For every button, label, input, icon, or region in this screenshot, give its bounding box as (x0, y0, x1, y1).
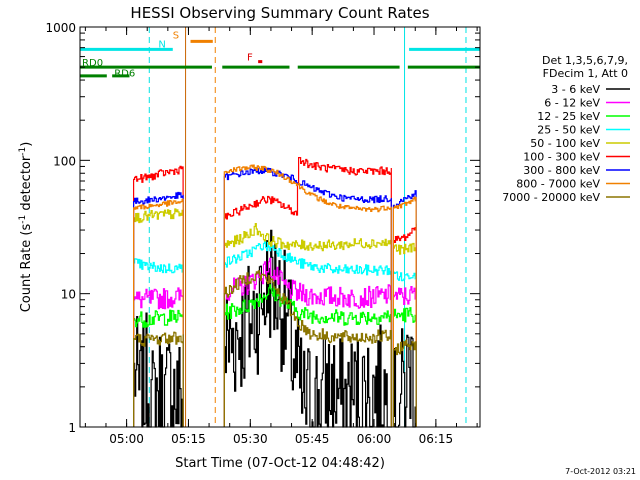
axes-group: 05:00 05:15 05:30 05:45 06:00 06:15 1 10 100 1000 (45, 21, 480, 446)
series-5-segment-2 (392, 223, 417, 427)
legend-header-0: Det 1,3,5,6,7,9, (542, 54, 628, 67)
flag-label-0: N (158, 40, 165, 51)
series-2-segment-2 (392, 307, 417, 427)
series-0-segment-0 (133, 312, 184, 428)
legend-label-7: 800 - 7000 keV (516, 178, 600, 191)
series-2-segment-0 (133, 309, 184, 427)
y-tick-label-2: 100 (53, 154, 76, 168)
series-5-segment-0 (133, 165, 184, 427)
series-7-segment-0 (133, 198, 184, 427)
chart-title: HESSI Observing Summary Count Rates (130, 4, 429, 22)
series-1-segment-2 (392, 285, 417, 427)
legend-label-3: 25 - 50 keV (537, 124, 600, 137)
series-6-segment-2 (392, 190, 417, 427)
series-4-segment-1 (223, 223, 392, 427)
flag-group: NS F RD0 RD6 (80, 30, 480, 80)
series-1-segment-0 (133, 287, 184, 427)
series-8-segment-2 (392, 339, 417, 427)
series-8 (133, 270, 417, 427)
x-tick-label-4: 06:00 (357, 432, 392, 446)
plot-frame (79, 26, 481, 428)
x-axis-label: Start Time (07-Oct-12 04:48:42) (175, 456, 385, 471)
series-6-segment-0 (133, 191, 184, 427)
y-tick-label-0: 1 (68, 421, 76, 435)
x-tick-label-2: 05:30 (233, 432, 268, 446)
flag-label-4: RD6 (114, 69, 135, 80)
legend-label-5: 100 - 300 keV (523, 151, 600, 164)
series-8-segment-0 (133, 331, 184, 427)
legend-label-0: 3 - 6 keV (551, 83, 600, 96)
legend-label-4: 50 - 100 keV (530, 137, 600, 150)
series-1 (133, 257, 417, 427)
x-tick-label-3: 05:45 (295, 432, 330, 446)
flag-label-3: RD0 (82, 58, 103, 69)
series-4 (133, 208, 417, 427)
flag-label-2: F (247, 53, 253, 64)
series-3 (133, 241, 417, 427)
legend-label-1: 6 - 12 keV (544, 97, 600, 110)
series-3-segment-2 (392, 271, 417, 427)
timestamp: 7-Oct-2012 03:21 (565, 467, 636, 476)
series-6 (133, 167, 417, 427)
series-5 (133, 157, 417, 427)
series-2 (133, 284, 417, 427)
series-4-segment-0 (133, 208, 184, 427)
series-3-segment-1 (223, 241, 392, 427)
series-8-segment-1 (223, 270, 392, 427)
legend-label-6: 300 - 800 keV (523, 164, 600, 177)
legend-header-1: FDecim 1, Att 0 (543, 67, 628, 80)
x-tick-label-0: 05:00 (109, 432, 144, 446)
x-tick-label-1: 05:15 (171, 432, 206, 446)
series-7-segment-2 (392, 196, 417, 427)
series-6-segment-1 (223, 167, 392, 427)
series-7 (133, 164, 417, 427)
y-tick-label-1: 10 (61, 288, 76, 302)
series-4-segment-2 (392, 242, 417, 427)
series-3-segment-0 (133, 258, 184, 427)
y-axis-label: Count Rate (s-1 detector-1) (18, 142, 34, 313)
legend-label-8: 7000 - 20000 keV (502, 191, 600, 204)
series-1-segment-1 (223, 257, 392, 427)
x-tick-label-5: 06:15 (419, 432, 454, 446)
y-tick-label-3: 1000 (45, 21, 76, 35)
flag-label-1: S (173, 30, 179, 41)
legend: Det 1,3,5,6,7,9,FDecim 1, Att 0 3 - 6 keV… (502, 54, 630, 204)
series-2-segment-1 (223, 284, 392, 427)
series-0-segment-1 (223, 229, 392, 428)
series-7-segment-1 (223, 164, 392, 427)
series-5-segment-1 (223, 157, 392, 427)
legend-label-2: 12 - 25 keV (537, 110, 600, 123)
series-group (133, 157, 417, 428)
